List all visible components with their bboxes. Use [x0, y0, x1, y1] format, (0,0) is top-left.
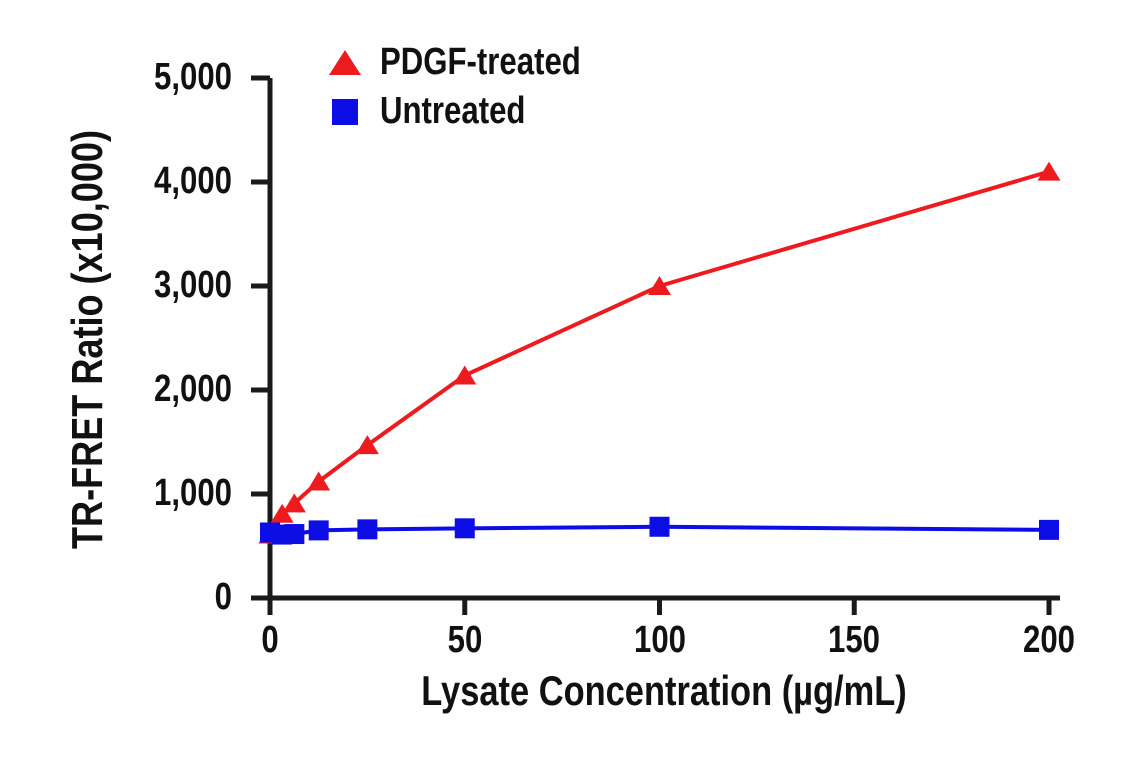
square-marker [308, 520, 329, 541]
triangle-marker [270, 503, 294, 523]
square-marker [1039, 519, 1059, 540]
x-tick-label: 100 [633, 619, 686, 661]
x-tick-label: 200 [1023, 619, 1075, 661]
legend-square-icon [328, 97, 362, 127]
triangle-marker [1037, 161, 1061, 181]
legend-triangle-icon [328, 48, 362, 78]
triangle-marker [307, 471, 331, 491]
x-tick-label: 50 [447, 619, 483, 661]
x-axis-title-text: Lysate Concentration (µg/mL) [421, 667, 907, 714]
y-tick-label: 0 [214, 576, 232, 618]
y-tick-label: 2,000 [154, 368, 232, 410]
triangle-marker [453, 365, 477, 385]
square-marker [357, 519, 378, 540]
triangle-marker [282, 493, 306, 513]
legend: PDGF-treated Untreated [328, 38, 625, 136]
y-tick-label: 4,000 [154, 160, 232, 202]
triangle-marker [355, 435, 379, 455]
legend-entry: PDGF-treated [328, 38, 625, 87]
square-marker [284, 524, 305, 545]
legend-entry: Untreated [328, 87, 625, 136]
series-line-triangle [268, 169, 1050, 536]
square-marker [649, 516, 670, 537]
y-axis-title: TR-FRET Ratio (x10,000) [60, 40, 116, 640]
y-tick-label: 5,000 [154, 56, 232, 98]
x-axis-title: Lysate Concentration (µg/mL) [364, 666, 964, 716]
x-tick-label: 150 [828, 619, 881, 661]
triangle-marker [648, 276, 671, 295]
legend-label: PDGF-treated [380, 41, 581, 83]
x-tick-label: 0 [261, 619, 279, 661]
y-tick-label: 3,000 [154, 264, 232, 306]
legend-label: Untreated [380, 90, 526, 132]
y-tick-label: 1,000 [154, 472, 232, 514]
square-marker [454, 518, 475, 539]
